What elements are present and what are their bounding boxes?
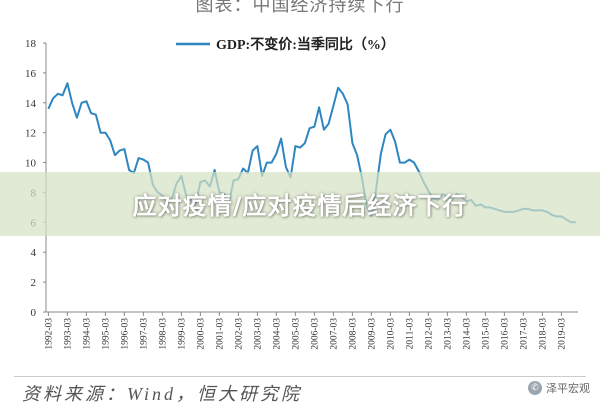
chart-top-title: 图表：中国经济持续下行 (195, 0, 405, 15)
x-tick-label: 2017-03 (519, 318, 529, 350)
x-tick-label: 1993-03 (63, 318, 73, 350)
x-tick-label: 1996-03 (120, 318, 130, 350)
overlay-banner-text: 应对疫情/应对疫情后经济下行 (132, 192, 468, 220)
x-tick-label: 1992-03 (44, 318, 54, 350)
x-tick-label: 1994-03 (82, 318, 92, 350)
x-tick-label: 2001-03 (215, 318, 225, 350)
x-tick-label: 1998-03 (158, 318, 168, 350)
x-tick-label: 2000-03 (196, 318, 206, 350)
x-tick-label: 2016-03 (500, 318, 510, 350)
x-tick-label: 2009-03 (367, 318, 377, 350)
watermark-text: 泽平宏观 (546, 382, 590, 395)
chart-legend: GDP:不变价:当季同比（%） (176, 36, 395, 53)
footer-divider (14, 376, 586, 377)
x-tick-label: 2014-03 (462, 318, 472, 350)
overlay-banner (0, 172, 600, 236)
y-tick-label: 12 (25, 128, 36, 140)
x-tick-label: 2004-03 (272, 318, 282, 350)
source-note: 资料来源：Wind，恒大研究院 (22, 384, 303, 404)
y-tick-label: 16 (25, 68, 37, 80)
x-tick-label: 2007-03 (329, 318, 339, 350)
watermark: ✆ 泽平宏观 (528, 380, 590, 396)
x-tick-label: 1997-03 (139, 318, 149, 350)
y-tick-label: 4 (31, 247, 37, 259)
x-tick-label: 1995-03 (101, 318, 111, 350)
y-tick-label: 10 (25, 158, 37, 170)
x-tick-label: 2015-03 (481, 318, 491, 350)
x-tick-label: 2002-03 (234, 318, 244, 350)
y-tick-label: 14 (25, 98, 37, 110)
legend-label: GDP:不变价:当季同比（%） (216, 36, 395, 53)
y-tick-label: 0 (31, 307, 37, 319)
x-tick-label: 2013-03 (443, 318, 453, 350)
y-tick-label: 18 (25, 38, 37, 50)
y-tick-label: 2 (31, 277, 37, 289)
x-tick-label: 2003-03 (253, 318, 263, 350)
wechat-icon: ✆ (528, 381, 542, 395)
x-tick-label: 2005-03 (291, 318, 301, 350)
x-tick-label: 2011-03 (405, 318, 415, 350)
x-tick-label: 2019-03 (557, 318, 567, 350)
x-tick-label: 1999-03 (177, 318, 187, 350)
x-tick-label: 2006-03 (310, 318, 320, 350)
x-tick-label: 2010-03 (386, 318, 396, 350)
x-tick-label: 2008-03 (348, 318, 358, 350)
x-tick-label: 2018-03 (538, 318, 548, 350)
x-tick-label: 2012-03 (424, 318, 434, 350)
